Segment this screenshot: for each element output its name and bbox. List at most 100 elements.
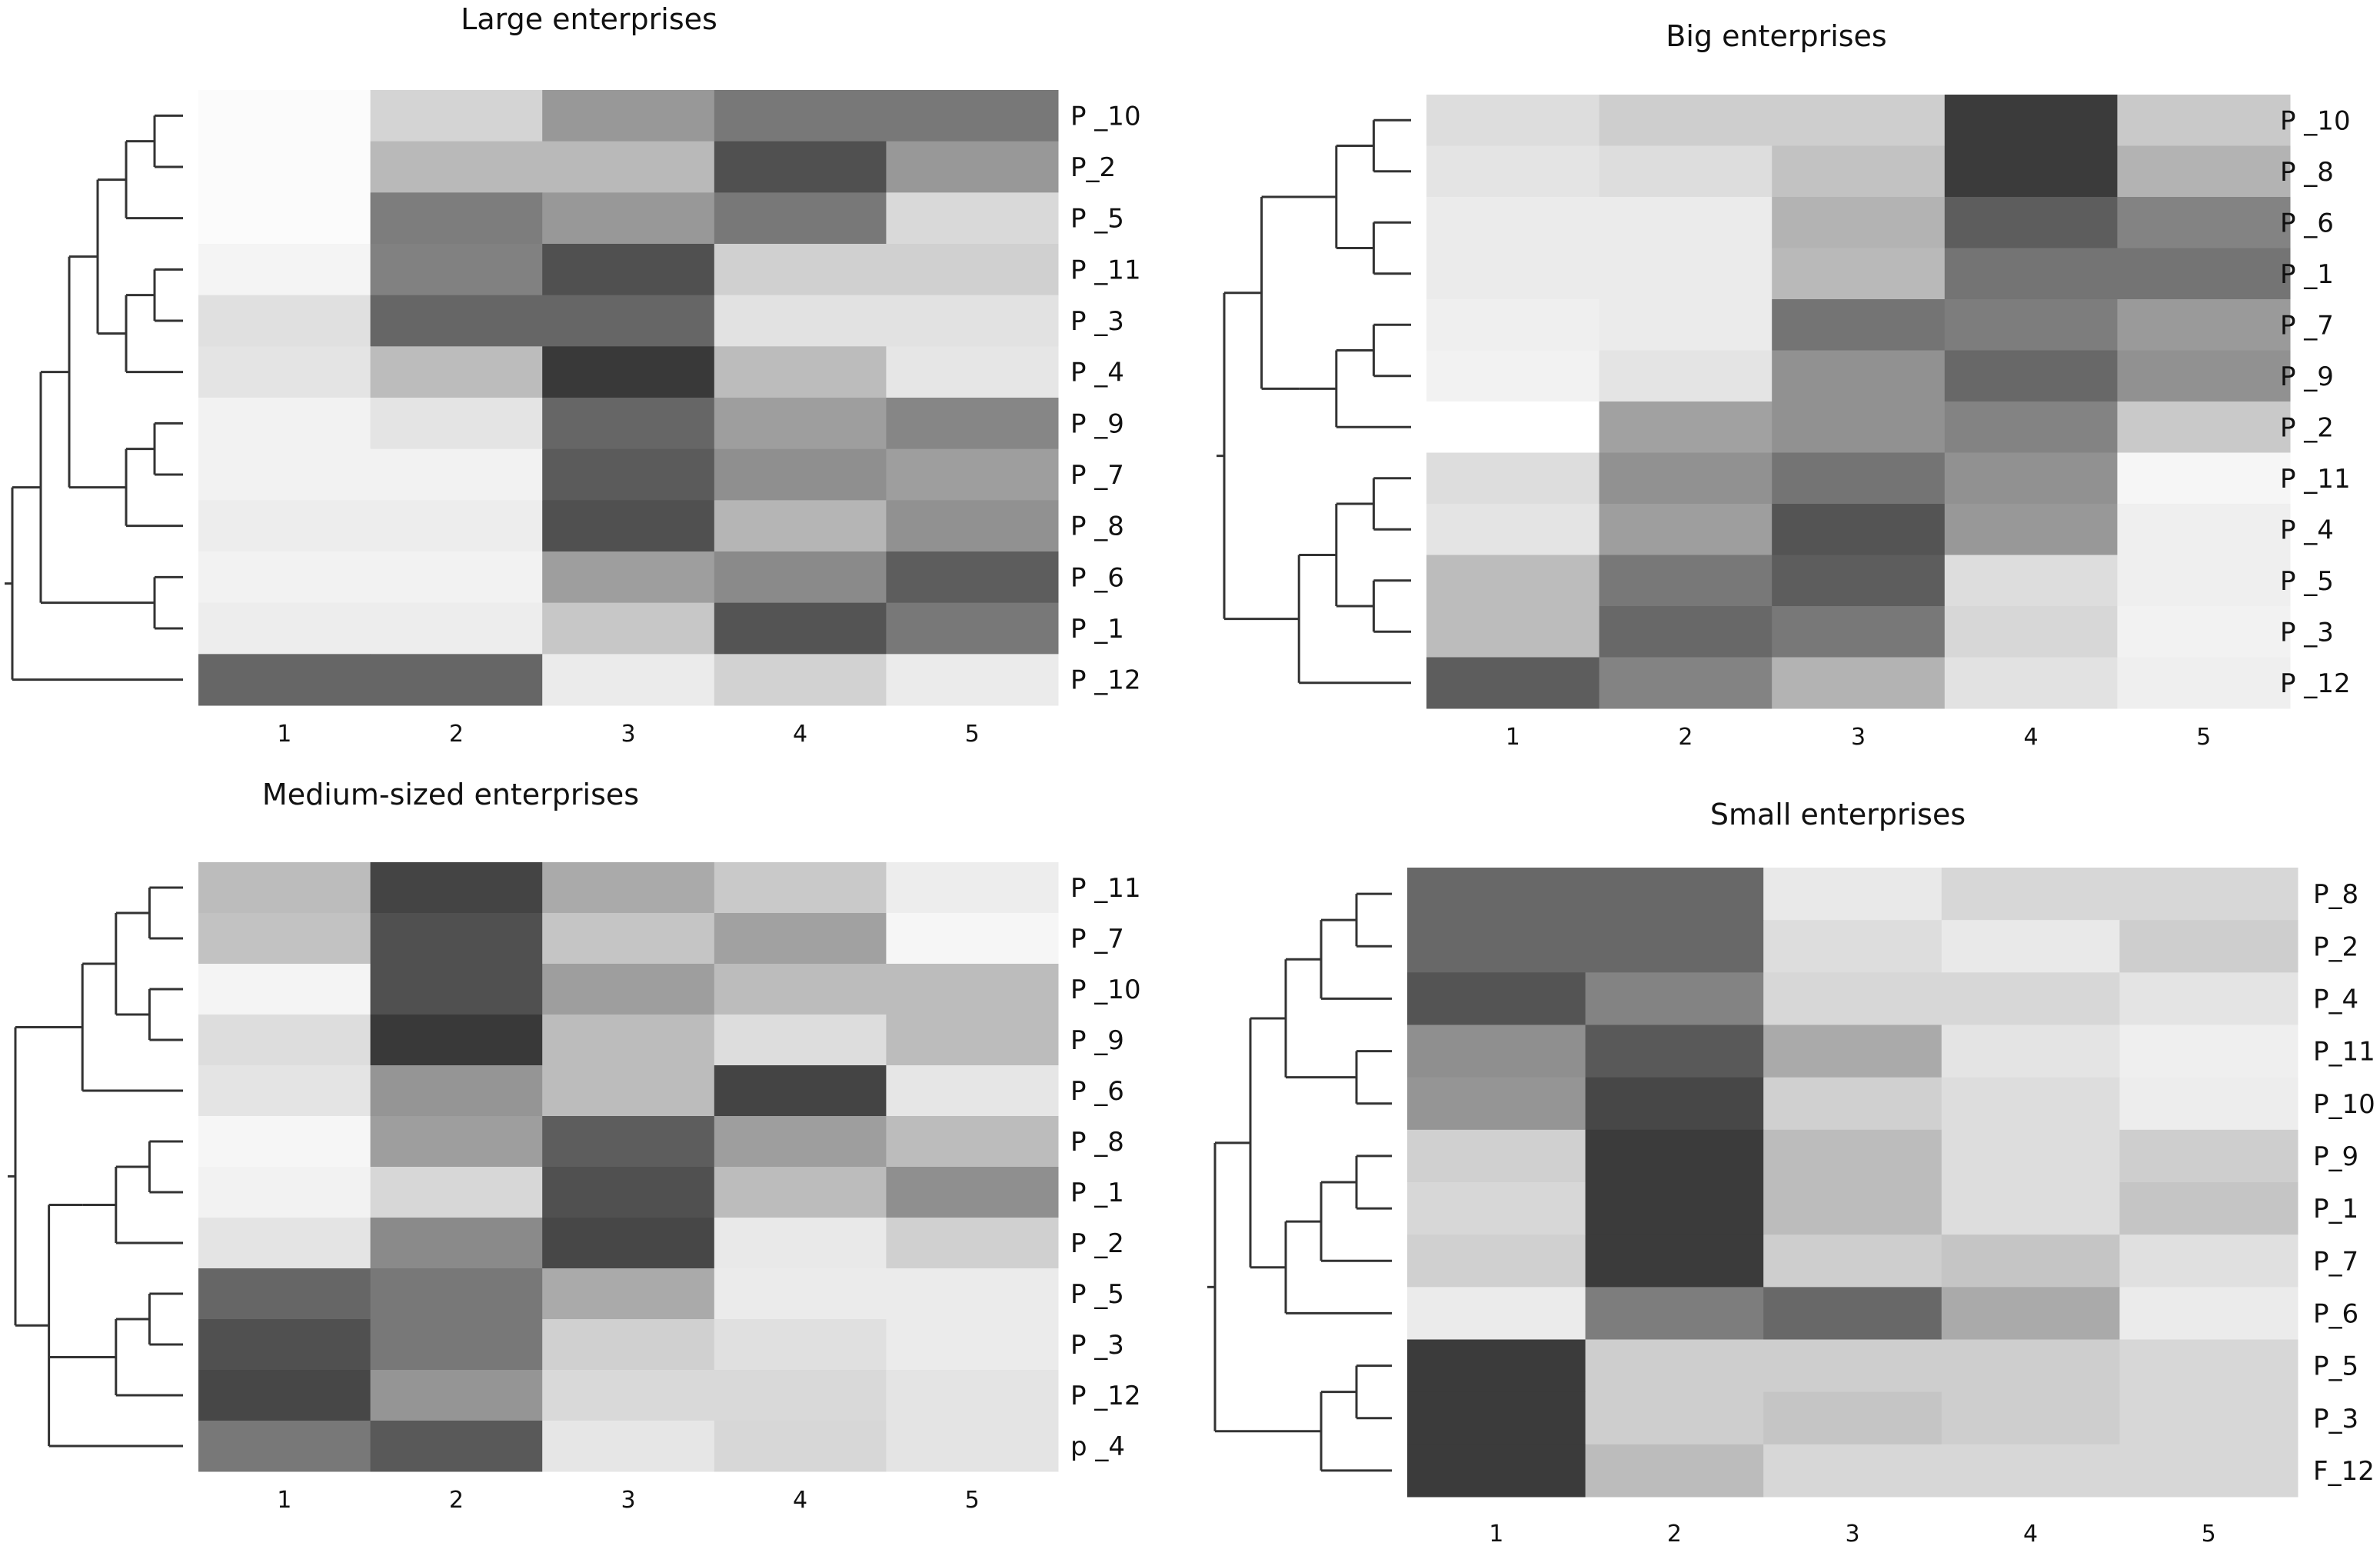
row-label: P_10 [2313,1089,2375,1120]
heatmap-cell [2117,401,2291,453]
row-label: P _4 [2280,515,2334,545]
heatmap-cell [370,1116,543,1168]
heatmap-cell [1585,920,1764,973]
heatmap-cell [1941,1391,2120,1445]
heatmap-cell [542,448,715,501]
heatmap-cell [198,192,371,245]
heatmap-cell [1763,1339,1942,1393]
heatmap-cell [198,1015,371,1066]
heatmap-cell [886,1268,1059,1320]
heatmap-cell [370,602,543,655]
heatmap-cell [1585,868,1764,921]
heatmap-cell [542,1319,715,1371]
heatmap-cell [886,1167,1059,1218]
heatmap-cell [714,964,887,1015]
heatmap-cell [370,448,543,501]
heatmap-cell [1941,868,2120,921]
heatmap-cell [370,346,543,398]
row-label: P_3 [2313,1404,2358,1434]
heatmap-cell [1763,868,1942,921]
heatmap-cell [1426,452,1600,505]
heatmap-cell [542,398,715,450]
heatmap-cell [1772,350,1946,402]
heatmap-cell [2119,1025,2298,1078]
heatmap-medium-sized-enterprises: Medium-sized enterprises P _11 P _7 P _10 P … [0,769,1188,1554]
heatmap-cell [1426,350,1600,402]
heatmap-cell [198,141,371,193]
column-label: 3 [621,1487,635,1514]
heatmap-cell [1944,555,2118,607]
heatmap-cell [2117,95,2291,146]
row-label: P _7 [1070,460,1124,491]
heatmap-cell [1763,1129,1942,1183]
heatmap-cell [714,500,887,552]
heatmap-cell [1941,1234,2120,1288]
heatmap-cell [1772,401,1946,453]
row-label: P _1 [1070,614,1124,645]
heatmap-cell [886,398,1059,450]
row-label: P _2 [1070,1228,1124,1259]
row-label: P _5 [2280,566,2334,597]
heatmap-cell [198,551,371,604]
heatmap-cell [1407,1339,1586,1393]
heatmap-cell [1599,95,1773,146]
heatmap-cell [714,1319,887,1371]
heatmap-cell [1944,197,2118,248]
heatmap-cell [2117,197,2291,248]
heatmap-cell [714,192,887,245]
heatmap-cell [886,602,1059,655]
heatmap-cell [370,913,543,965]
heatmap-cell [714,1015,887,1066]
heatmap-cell [1763,1444,1942,1498]
column-label: 3 [621,721,635,748]
row-label: P _12 [1070,1381,1141,1411]
column-label: 1 [277,1487,291,1514]
heatmap-cell [1426,248,1600,300]
row-label: P _1 [2280,259,2334,290]
heatmap-cell [886,244,1059,296]
heatmap-cell [370,90,543,142]
heatmap-cell [1772,452,1946,505]
row-label: P _6 [1070,1076,1124,1107]
heatmap-cell [542,964,715,1015]
row-label: P _6 [2280,208,2334,238]
row-label: P _6 [1070,562,1124,593]
heatmap-cell [2119,1234,2298,1288]
column-label: 5 [965,1487,980,1514]
heatmap-cell [1944,248,2118,300]
heatmap-cell [198,90,371,142]
heatmap-cell [2119,1077,2298,1131]
column-label: 2 [1678,724,1693,751]
heatmap-cell [886,1370,1059,1421]
heatmap-cell [886,1116,1059,1168]
row-label: P_5 [2313,1351,2358,1382]
heatmap-cell [1944,504,2118,555]
heatmap-cell [198,1319,371,1371]
heatmap-cell [714,1370,887,1421]
heatmap-cell [2119,1129,2298,1183]
heatmap-cell [542,1370,715,1421]
heatmap-cell [2117,555,2291,607]
heatmap-cell [714,602,887,655]
chart-title: Medium-sized enterprises [262,778,639,811]
heatmap-cell [198,1116,371,1168]
heatmap-cell [542,1167,715,1218]
heatmap-cell [1407,1234,1586,1288]
heatmap-cell [198,346,371,398]
heatmap-cell [1426,401,1600,453]
heatmap-cell [198,1218,371,1269]
row-label: P _2 [2280,412,2334,443]
heatmap-cell [1944,145,2118,198]
heatmap-cell [1407,1391,1586,1445]
heatmap-cell [1772,299,1946,351]
heatmap-cell [370,551,543,604]
heatmap-cell [1944,95,2118,146]
heatmap-cell [1585,1391,1764,1445]
heatmap-cell [1944,401,2118,453]
heatmap-cell [370,500,543,552]
row-label: P _3 [2280,617,2334,648]
heatmap-cell [2117,606,2291,658]
heatmap-cell [1772,197,1946,248]
heatmap-cell [1772,555,1946,607]
